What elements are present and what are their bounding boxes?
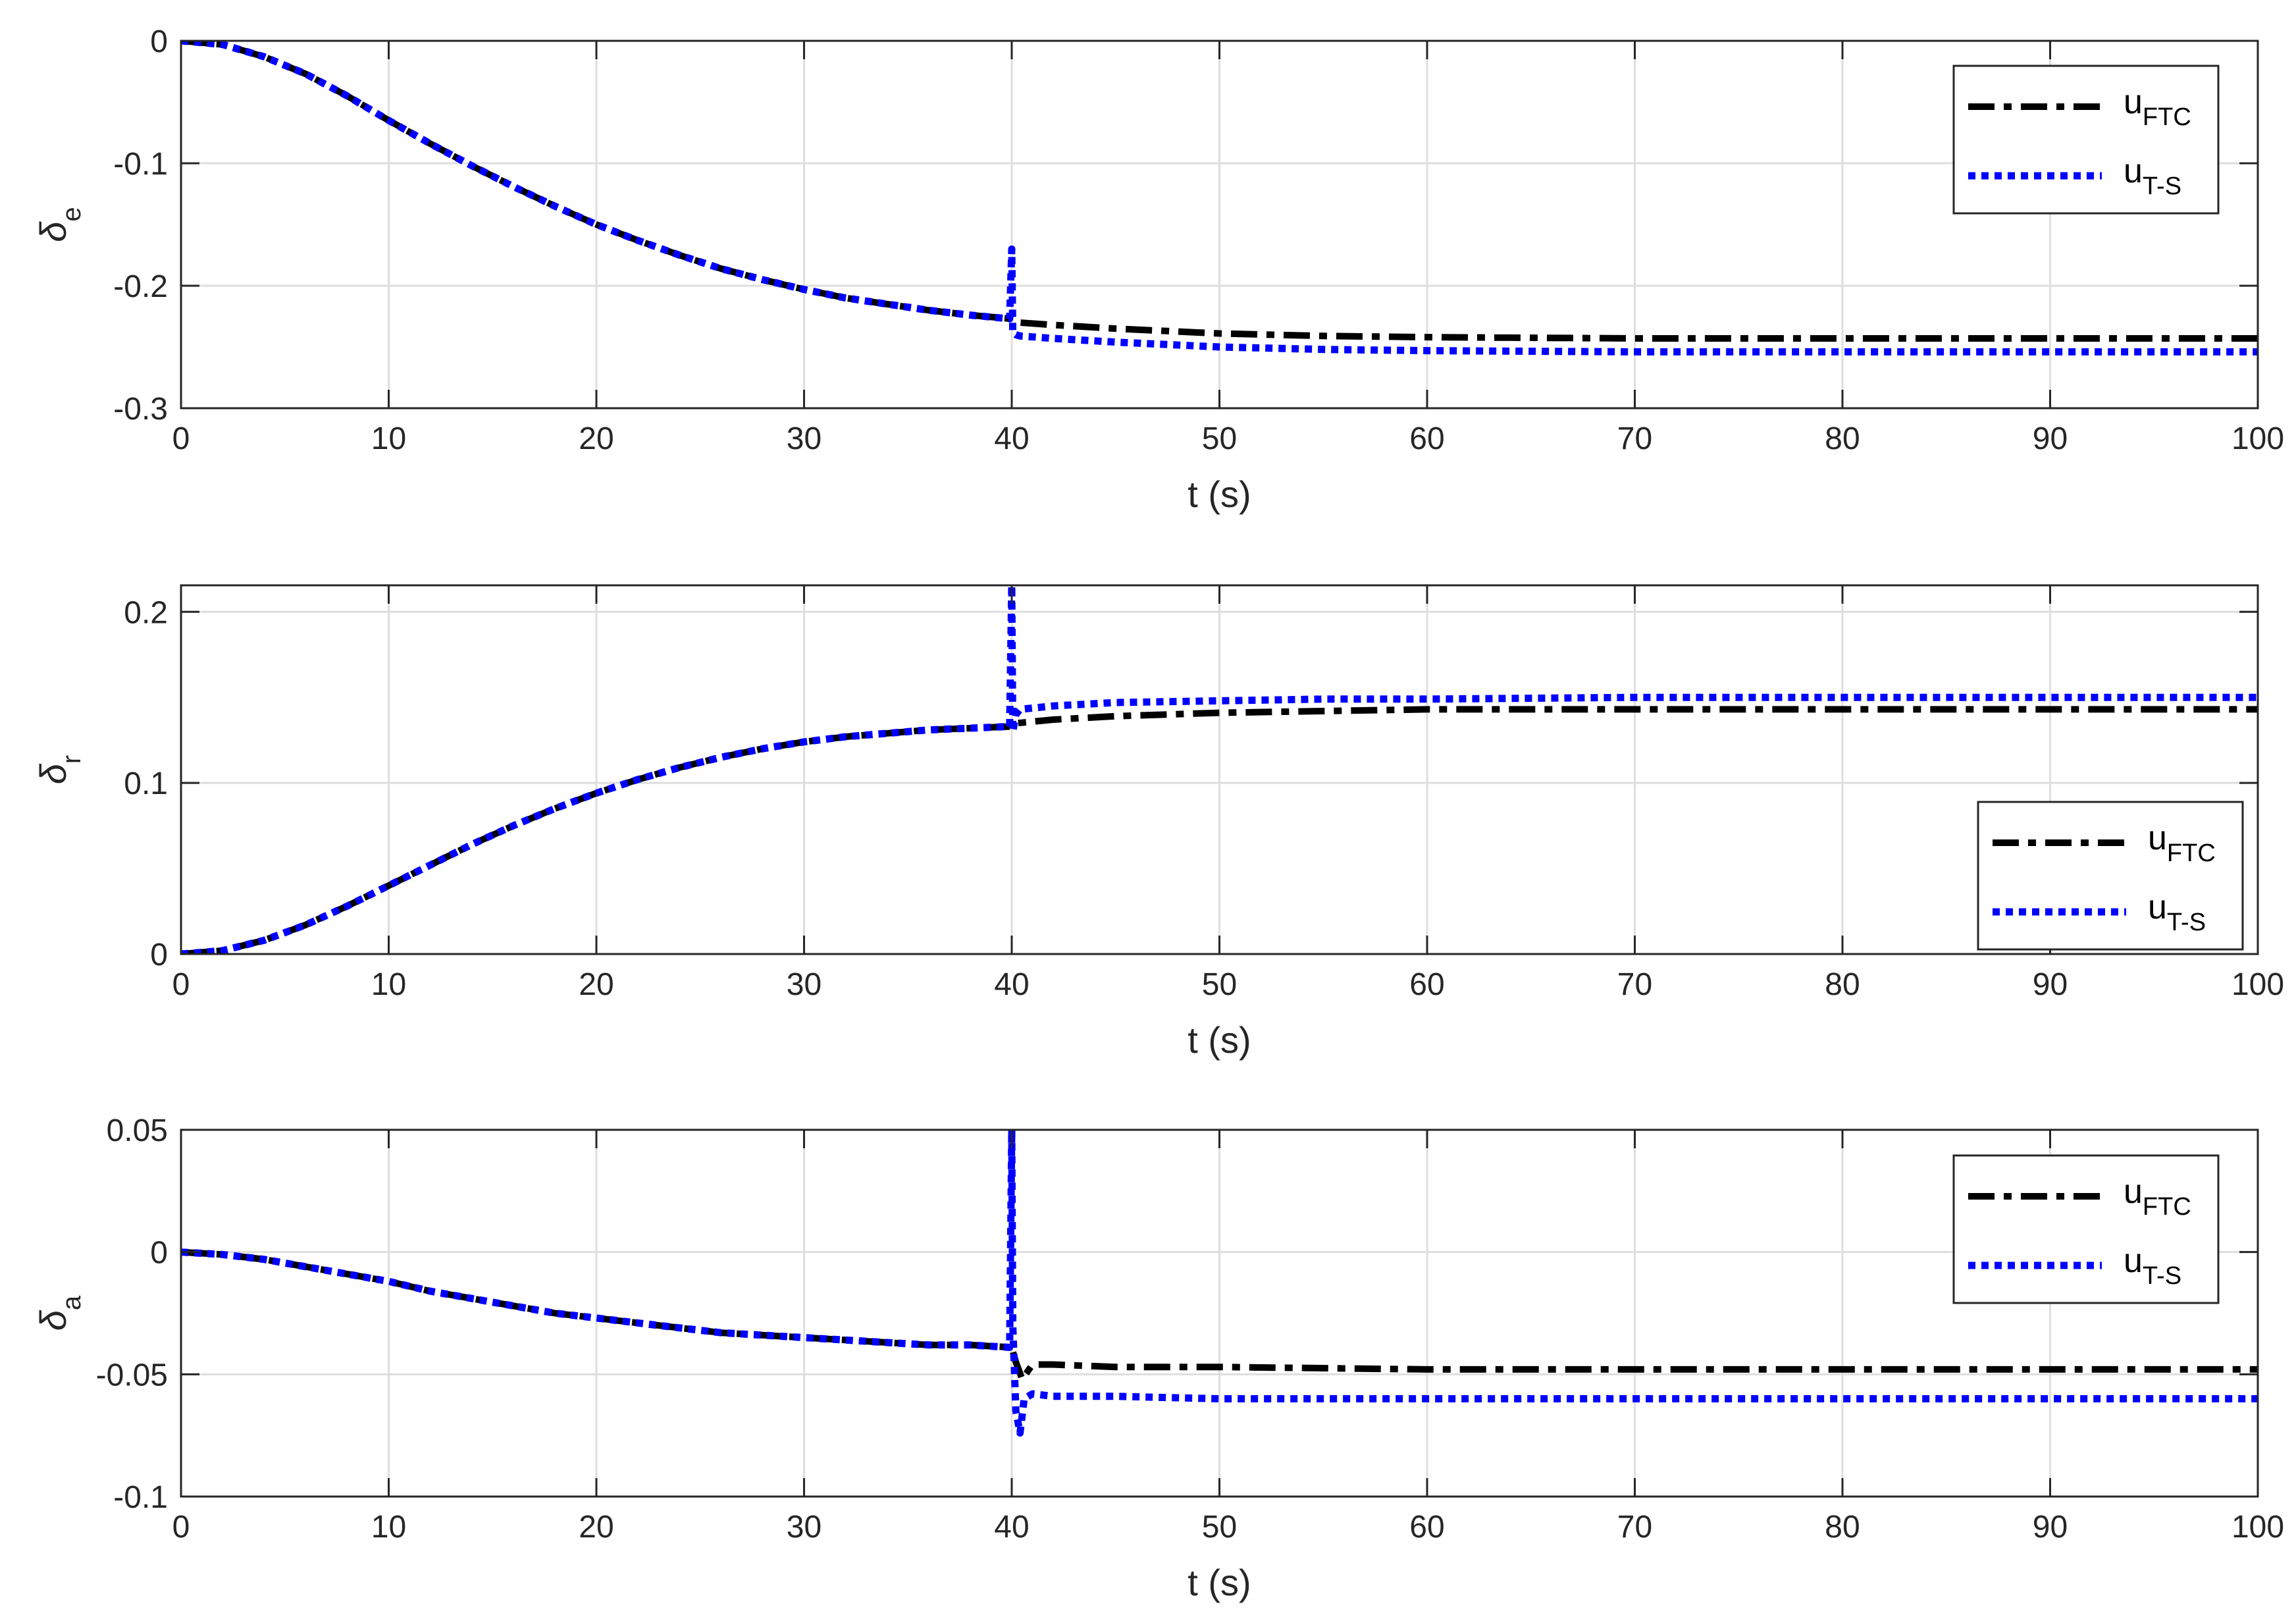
legend-entry-ftc: uFTC	[2124, 83, 2191, 131]
y-axis-label-symbol: δ	[32, 1310, 74, 1331]
x-tick-label: 40	[994, 967, 1029, 1002]
subplot-elevator-deflection: 0 10 20 30 40 50 60 70 80 90 100 -0.3 -0.2 -0.1 0 t (s)…	[32, 24, 2284, 515]
x-tick-label: 0	[172, 967, 190, 1002]
y-axis-label: δr	[32, 755, 86, 784]
x-tick-label: 80	[1825, 967, 1860, 1002]
y-axis-label: δa	[32, 1295, 86, 1331]
y-tick-label: -0.05	[96, 1358, 168, 1393]
x-tick-label: 30	[787, 421, 822, 456]
x-tick-label: 70	[1617, 967, 1652, 1002]
y-tick-label: 0.2	[124, 595, 168, 630]
x-tick-label: 60	[1409, 1510, 1444, 1545]
y-axis-label-subscript: e	[57, 207, 86, 221]
series-line-ftc	[181, 706, 2258, 954]
x-tick-label: 30	[787, 967, 822, 1002]
y-axis-label-symbol: δ	[32, 763, 74, 784]
x-tick-label: 80	[1825, 421, 1860, 456]
x-tick-label: 80	[1825, 1510, 1860, 1545]
y-axis-label-symbol: δ	[32, 221, 74, 242]
legend: uFTC uT-S	[1952, 65, 2220, 215]
x-tick-label: 10	[371, 967, 406, 1002]
y-axis-label: δe	[32, 207, 86, 242]
x-axis-label: t (s)	[1187, 1562, 1251, 1603]
legend-box	[1977, 801, 2244, 951]
y-axis-label-subscript: r	[57, 755, 86, 764]
subplot-rudder-deflection: 0 10 20 30 40 50 60 70 80 90 100 0 0.1 0.2 t (s) δr uFTC…	[32, 584, 2284, 1061]
x-tick-label: 100	[2231, 1510, 2284, 1545]
x-axis-label: t (s)	[1187, 1019, 1251, 1061]
series-line-t-s	[181, 1130, 2258, 1437]
legend-entry-ftc: uFTC	[2124, 1173, 2191, 1221]
y-tick-label: -0.3	[113, 392, 168, 427]
x-tick-label: 0	[172, 421, 190, 456]
x-tick-label: 0	[172, 1510, 190, 1545]
x-tick-label: 100	[2231, 967, 2284, 1002]
x-tick-label: 70	[1617, 1510, 1652, 1545]
x-tick-label: 40	[994, 421, 1029, 456]
y-tick-label: -0.2	[113, 269, 168, 304]
x-axis-label: t (s)	[1187, 473, 1251, 515]
y-tick-label: 0.05	[107, 1113, 168, 1148]
series-line-t-s	[181, 41, 2258, 356]
y-tick-label: 0	[150, 24, 168, 59]
y-tick-label: 0.1	[124, 766, 168, 801]
x-tick-label: 50	[1202, 421, 1237, 456]
y-tick-label: -0.1	[113, 1480, 168, 1515]
legend-box	[1952, 65, 2220, 215]
x-tick-label: 70	[1617, 421, 1652, 456]
x-tick-label: 10	[371, 1510, 406, 1545]
legend: uFTC uT-S	[1977, 801, 2244, 951]
legend-entry-t-s: uT-S	[2124, 152, 2181, 200]
x-tick-label: 30	[787, 1510, 822, 1545]
x-tick-label: 90	[2033, 1510, 2068, 1545]
series-group	[181, 41, 2258, 356]
x-tick-label: 90	[2033, 967, 2068, 1002]
x-tick-label: 20	[579, 967, 613, 1002]
subplot-aileron-deflection: 0 10 20 30 40 50 60 70 80 90 100 -0.1 -0.05 0 0.05 t (s…	[32, 1113, 2284, 1603]
x-tick-label: 10	[371, 421, 406, 456]
y-axis-label-subscript: a	[57, 1295, 86, 1310]
x-tick-label: 60	[1409, 421, 1444, 456]
x-tick-label: 90	[2033, 421, 2068, 456]
legend-box	[1952, 1154, 2220, 1304]
x-tick-label: 20	[579, 1510, 613, 1545]
x-tick-label: 20	[579, 421, 613, 456]
x-tick-label: 100	[2231, 421, 2284, 456]
legend-entry-t-s: uT-S	[2124, 1242, 2181, 1290]
legend-entry-t-s: uT-S	[2148, 888, 2206, 936]
series-group	[181, 1130, 2258, 1437]
x-tick-label: 50	[1202, 967, 1237, 1002]
x-tick-label: 50	[1202, 1510, 1237, 1545]
legend: uFTC uT-S	[1952, 1154, 2220, 1304]
y-tick-label: 0	[150, 938, 168, 972]
legend-entry-ftc: uFTC	[2148, 819, 2216, 867]
series-group	[181, 585, 2258, 954]
series-line-t-s	[181, 585, 2258, 954]
x-tick-label: 60	[1409, 967, 1444, 1002]
y-tick-label: 0	[150, 1236, 168, 1271]
y-tick-label: -0.1	[113, 147, 168, 182]
x-tick-label: 40	[994, 1510, 1029, 1545]
